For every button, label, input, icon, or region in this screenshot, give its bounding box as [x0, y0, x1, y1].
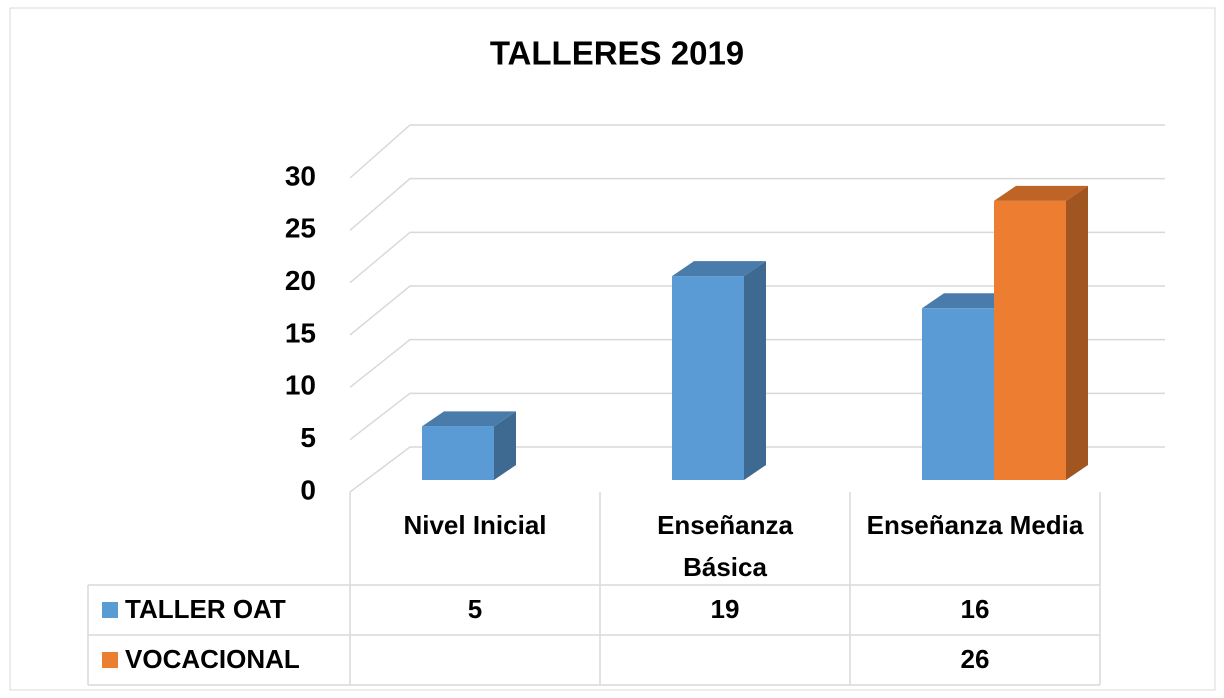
- x-tick-label: Enseñanza Básica: [657, 510, 793, 582]
- grid-line: [349, 124, 1165, 179]
- table-value: 19: [711, 594, 740, 624]
- grid-line: [349, 177, 1165, 231]
- grid-line: [349, 285, 1165, 336]
- legend-label: TALLER OAT: [125, 594, 286, 624]
- bar: [422, 426, 494, 480]
- x-tick-label: Nivel Inicial: [403, 510, 546, 540]
- grid-line: [349, 392, 1165, 441]
- grid-line: [349, 231, 1165, 284]
- grid-line: [349, 446, 1165, 493]
- table-value: 16: [961, 594, 990, 624]
- y-tick-label: 25: [285, 213, 316, 244]
- bar-top: [994, 185, 1088, 201]
- bar-top: [422, 411, 516, 427]
- y-tick-label: 30: [285, 160, 316, 191]
- table-value: 26: [961, 644, 990, 674]
- bar-side: [744, 261, 766, 480]
- x-tick-label: Enseñanza Media: [867, 510, 1084, 540]
- table-value: 5: [468, 594, 482, 624]
- legend-label: VOCACIONAL: [125, 644, 300, 674]
- y-tick-label: 10: [285, 370, 316, 401]
- bar-top: [672, 261, 766, 277]
- chart-title: TALLERES 2019: [490, 35, 744, 72]
- bar: [672, 276, 744, 480]
- bar: [922, 308, 994, 480]
- y-tick-label: 15: [285, 317, 316, 348]
- legend-swatch: [102, 652, 118, 668]
- bar: [994, 200, 1066, 480]
- bar-side: [494, 411, 516, 480]
- y-tick-label: 0: [300, 474, 316, 505]
- bar-top: [922, 293, 1016, 309]
- y-tick-label: 20: [285, 265, 316, 296]
- y-tick-label: 5: [300, 422, 316, 453]
- legend-swatch: [102, 602, 118, 618]
- bar-side: [1066, 185, 1088, 480]
- grid-line: [349, 338, 1165, 388]
